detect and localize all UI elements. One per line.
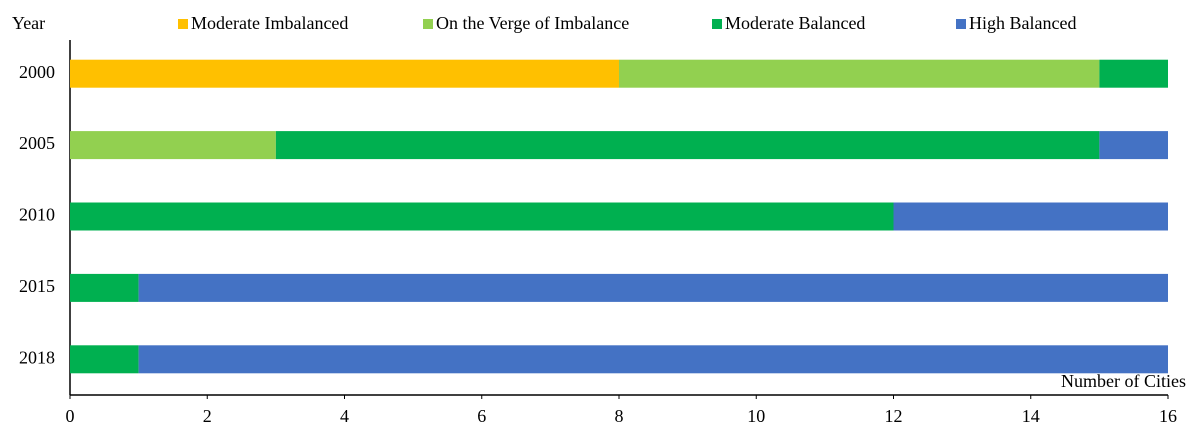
legend-label: High Balanced bbox=[969, 13, 1076, 33]
legend-swatch bbox=[423, 19, 433, 29]
x-tick-label: 12 bbox=[885, 406, 903, 426]
bar-segment bbox=[275, 131, 1100, 160]
bar-segment bbox=[1099, 131, 1168, 160]
y-tick-label: 2015 bbox=[19, 276, 55, 296]
x-tick-label: 14 bbox=[1022, 406, 1040, 426]
x-tick-label: 6 bbox=[477, 406, 486, 426]
bar-segment bbox=[70, 202, 894, 231]
y-tick-label: 2010 bbox=[19, 205, 55, 225]
bar-segment bbox=[70, 59, 619, 88]
bar-segment bbox=[619, 59, 1100, 88]
bar-segment bbox=[138, 345, 1168, 374]
x-tick-label: 16 bbox=[1159, 406, 1177, 426]
legend-swatch bbox=[712, 19, 722, 29]
bar-segment bbox=[70, 131, 276, 160]
legend-label: On the Verge of Imbalance bbox=[436, 13, 629, 33]
bar-segment bbox=[70, 273, 139, 302]
x-tick-label: 2 bbox=[203, 406, 212, 426]
y-tick-label: 2005 bbox=[19, 133, 55, 153]
x-tick-label: 10 bbox=[747, 406, 765, 426]
bar-segment bbox=[893, 202, 1168, 231]
y-tick-label: 2000 bbox=[19, 62, 55, 82]
y-axis-label: Year bbox=[12, 13, 45, 33]
bar-segment bbox=[70, 345, 139, 374]
legend-label: Moderate Imbalanced bbox=[191, 13, 348, 33]
y-tick-label: 2018 bbox=[19, 347, 55, 367]
x-tick-label: 8 bbox=[615, 406, 624, 426]
legend-swatch bbox=[178, 19, 188, 29]
x-axis-label: Number of Cities bbox=[1061, 371, 1186, 391]
bar-segment bbox=[138, 273, 1168, 302]
x-tick-label: 4 bbox=[340, 406, 349, 426]
x-tick-label: 0 bbox=[66, 406, 75, 426]
legend-label: Moderate Balanced bbox=[725, 13, 865, 33]
legend-swatch bbox=[956, 19, 966, 29]
bar-segment bbox=[1099, 59, 1168, 88]
